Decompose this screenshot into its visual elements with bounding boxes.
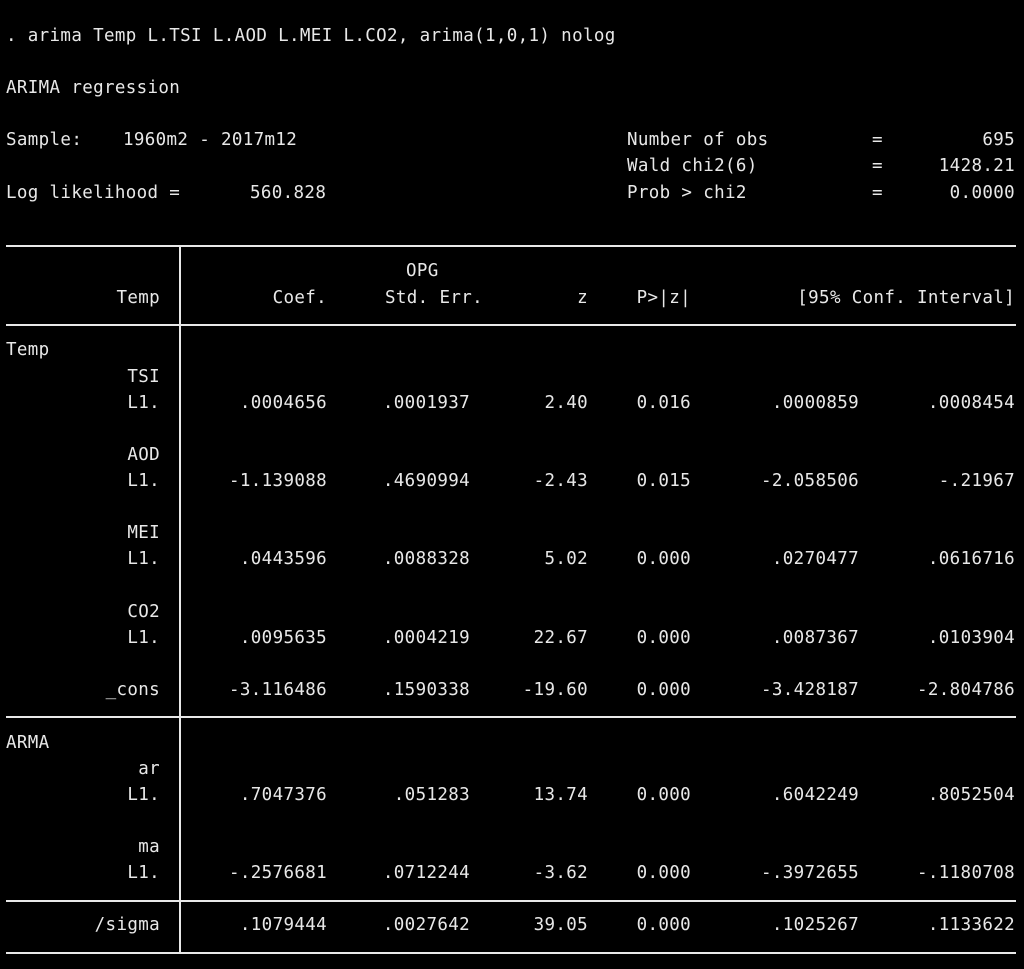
- cell-std-err: .0001937: [382, 393, 470, 413]
- cell-ci-low: .0000859: [771, 393, 859, 413]
- table-bottom-rule: [6, 952, 1016, 954]
- row-lag-label: L1.: [127, 471, 160, 491]
- loglik-label: Log likelihood =: [6, 183, 181, 203]
- arma-column-divider: [179, 716, 181, 902]
- cell-ci-low: -3.428187: [761, 680, 859, 700]
- stat-eq-nobs: =: [872, 130, 883, 150]
- stat-eq-prob: =: [872, 183, 883, 203]
- cell-std-err: .0004219: [382, 628, 470, 648]
- row-lag-label: L1.: [127, 863, 160, 883]
- header-opg: OPG: [406, 261, 439, 281]
- cell-ci-high: .8052504: [927, 785, 1015, 805]
- cell-z: -2.43: [533, 471, 588, 491]
- cell-ci-high: .0616716: [927, 549, 1015, 569]
- row-var-label: ma: [138, 837, 160, 857]
- stat-label-wald: Wald chi2(6): [627, 156, 758, 176]
- cell-ci-low: -.3972655: [761, 863, 859, 883]
- cell-coef: -.2576681: [229, 863, 327, 883]
- cell-std-err: .4690994: [382, 471, 470, 491]
- header-conf-interval: [95% Conf. Interval]: [797, 288, 1015, 308]
- cell-p: 0.000: [636, 915, 691, 935]
- cell-ci-low: .0087367: [771, 628, 859, 648]
- cell-z: 5.02: [544, 549, 588, 569]
- cell-coef: .1079444: [239, 915, 327, 935]
- cell-coef: .7047376: [239, 785, 327, 805]
- cell-std-err: .051283: [393, 785, 470, 805]
- cell-p: 0.015: [636, 471, 691, 491]
- row-var-label: TSI: [127, 367, 160, 387]
- cell-ci-high: -.1180708: [917, 863, 1015, 883]
- cell-coef: -3.116486: [229, 680, 327, 700]
- cell-ci-high: -.21967: [938, 471, 1015, 491]
- cell-p: 0.000: [636, 549, 691, 569]
- cell-z: -3.62: [533, 863, 588, 883]
- sigma-column-divider: [179, 900, 181, 954]
- cell-ci-high: .0103904: [927, 628, 1015, 648]
- stat-eq-wald: =: [872, 156, 883, 176]
- cell-p: 0.016: [636, 393, 691, 413]
- temp-column-divider: [179, 324, 181, 718]
- header-depvar: Temp: [116, 288, 160, 308]
- cell-std-err: .0027642: [382, 915, 470, 935]
- cell-z: 39.05: [533, 915, 588, 935]
- cell-ci-low: .0270477: [771, 549, 859, 569]
- row-var-label: AOD: [127, 445, 160, 465]
- cell-p: 0.000: [636, 680, 691, 700]
- cell-coef: .0004656: [239, 393, 327, 413]
- sigma-separator-rule: [6, 900, 1016, 902]
- cell-std-err: .1590338: [382, 680, 470, 700]
- cell-z: 13.74: [533, 785, 588, 805]
- cell-ci-high: .0008454: [927, 393, 1015, 413]
- row-var-label: MEI: [127, 523, 160, 543]
- row-var-label: /sigma: [94, 915, 160, 935]
- cell-ci-low: -2.058506: [761, 471, 859, 491]
- row-lag-label: L1.: [127, 628, 160, 648]
- stat-label-prob: Prob > chi2: [627, 183, 747, 203]
- cell-coef: -1.139088: [229, 471, 327, 491]
- cell-coef: .0095635: [239, 628, 327, 648]
- cell-z: -19.60: [522, 680, 588, 700]
- cell-p: 0.000: [636, 628, 691, 648]
- header-coef: Coef.: [272, 288, 327, 308]
- row-lag-label: L1.: [127, 785, 160, 805]
- header-rule: [6, 324, 1016, 326]
- cell-p: 0.000: [636, 785, 691, 805]
- model-title: ARIMA regression: [6, 78, 181, 98]
- stat-value-wald: 1428.21: [938, 156, 1015, 176]
- row-var-label: CO2: [127, 602, 160, 622]
- cell-coef: .0443596: [239, 549, 327, 569]
- header-z: z: [577, 288, 588, 308]
- cell-std-err: .0712244: [382, 863, 470, 883]
- cell-p: 0.000: [636, 863, 691, 883]
- row-var-label: _cons: [105, 680, 160, 700]
- command-line: . arima Temp L.TSI L.AOD L.MEI L.CO2, ar…: [6, 26, 616, 46]
- row-lag-label: L1.: [127, 549, 160, 569]
- row-lag-label: L1.: [127, 393, 160, 413]
- row-var-label: ar: [138, 759, 160, 779]
- cell-ci-low: .6042249: [771, 785, 859, 805]
- stat-value-nobs: 695: [982, 130, 1015, 150]
- cell-z: 22.67: [533, 628, 588, 648]
- table-top-rule: [6, 245, 1016, 247]
- header-std-err: Std. Err.: [385, 288, 483, 308]
- header-p: P>|z|: [636, 288, 691, 308]
- stat-value-prob: 0.0000: [949, 183, 1015, 203]
- cell-z: 2.40: [544, 393, 588, 413]
- loglik-value: 560.828: [250, 183, 327, 203]
- equation-label-temp: Temp: [6, 340, 50, 360]
- stat-label-nobs: Number of obs: [627, 130, 769, 150]
- cell-ci-high: .1133622: [927, 915, 1015, 935]
- cell-ci-high: -2.804786: [917, 680, 1015, 700]
- cell-std-err: .0088328: [382, 549, 470, 569]
- sample-value: 1960m2 - 2017m12: [123, 130, 298, 150]
- equation-separator-rule: [6, 716, 1016, 718]
- cell-ci-low: .1025267: [771, 915, 859, 935]
- sample-label: Sample:: [6, 130, 83, 150]
- header-column-divider: [179, 245, 181, 326]
- equation-label-arma: ARMA: [6, 733, 50, 753]
